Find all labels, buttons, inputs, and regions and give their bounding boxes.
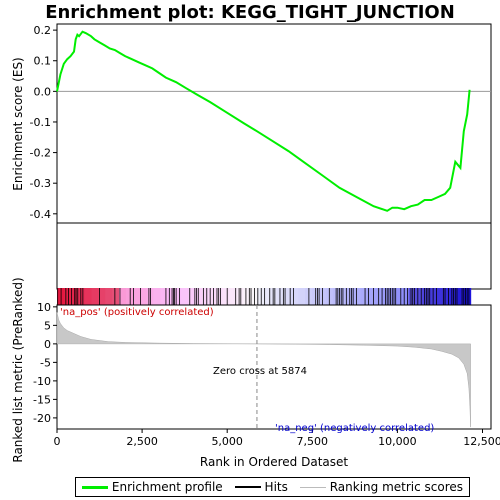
rank-color-cell bbox=[409, 288, 416, 305]
rank-color-cell bbox=[402, 288, 409, 305]
hits-panel-frame bbox=[57, 223, 491, 289]
rank-x-tick-label: 10,000 bbox=[378, 435, 417, 448]
rank-x-tick-label: 12,500 bbox=[463, 435, 500, 448]
es-y-ticks: 0.2 0.1 0.0 -0.1 -0.2 -0.3 -0.4 bbox=[30, 24, 57, 221]
legend-item-ranking-metric: Ranking metric scores bbox=[300, 480, 463, 494]
rank-color-cell bbox=[126, 288, 133, 305]
rank-x-tick-label: 5,000 bbox=[211, 435, 243, 448]
rank-color-cell bbox=[64, 288, 71, 305]
rank-color-cell bbox=[271, 288, 278, 305]
chart-title: Enrichment plot: KEGG_TIGHT_JUNCTION bbox=[45, 2, 455, 23]
legend-swatch-enrichment bbox=[82, 486, 108, 489]
legend-label-hits: Hits bbox=[265, 480, 288, 494]
annotation-zero-cross: Zero cross at 5874 bbox=[213, 366, 307, 377]
rank-color-cell bbox=[209, 288, 216, 305]
rank-x-tick-label: 7,500 bbox=[297, 435, 329, 448]
es-y-tick-label: -0.4 bbox=[30, 208, 51, 221]
metric-y-tick-label: -20 bbox=[33, 412, 51, 425]
es-y-tick-label: -0.1 bbox=[30, 116, 51, 129]
rank-color-cell bbox=[112, 288, 119, 305]
rank-color-cell bbox=[78, 288, 85, 305]
rank-color-cell bbox=[236, 288, 243, 305]
chart-legend: Enrichment profile Hits Ranking metric s… bbox=[75, 477, 470, 497]
rank-color-cell bbox=[298, 288, 305, 305]
rank-color-cell bbox=[105, 288, 112, 305]
es-y-tick-label: 0.2 bbox=[34, 24, 52, 37]
legend-label-enrichment: Enrichment profile bbox=[112, 480, 223, 494]
rank-color-cell bbox=[374, 288, 381, 305]
legend-swatch-metric bbox=[300, 487, 326, 488]
metric-y-tick-label: -10 bbox=[33, 375, 51, 388]
rank-color-cell bbox=[181, 288, 188, 305]
rank-color-cell bbox=[360, 288, 367, 305]
rank-color-cell bbox=[278, 288, 285, 305]
legend-swatch-hits bbox=[235, 486, 261, 488]
legend-item-enrichment-profile: Enrichment profile bbox=[82, 480, 223, 494]
rank-x-tick-label: 2,500 bbox=[126, 435, 158, 448]
legend-item-hits: Hits bbox=[235, 480, 288, 494]
metric-y-tick-label: 5 bbox=[44, 319, 51, 332]
rank-color-cell bbox=[415, 288, 422, 305]
rank-color-cell bbox=[284, 288, 291, 305]
metric-panel: 10 5 0 -5 -10 -15 -20 0 2,500 5,000 7,500 10,000 12… bbox=[11, 277, 500, 469]
rank-color-cell bbox=[160, 288, 167, 305]
rank-x-tick-label: 0 bbox=[54, 435, 61, 448]
es-y-tick-label: 0.0 bbox=[34, 85, 52, 98]
metric-y-label: Ranked list metric (PreRanked) bbox=[11, 277, 25, 462]
rank-color-cell bbox=[174, 288, 181, 305]
rank-color-cell bbox=[85, 288, 92, 305]
rank-color-cell bbox=[291, 288, 298, 305]
enrichment-profile-line bbox=[57, 32, 470, 211]
rank-color-cell bbox=[436, 288, 443, 305]
rank-color-cell bbox=[443, 288, 450, 305]
es-panel: 0.2 0.1 0.0 -0.1 -0.2 -0.3 -0.4 Enrichment sco… bbox=[11, 24, 491, 223]
rank-color-cell bbox=[353, 288, 360, 305]
rank-color-strip bbox=[57, 288, 471, 305]
hits-panel bbox=[57, 223, 491, 305]
annotation-na-neg: 'na_neg' (negatively correlated) bbox=[275, 423, 434, 434]
es-y-label: Enrichment score (ES) bbox=[11, 57, 25, 190]
rank-color-cell bbox=[222, 288, 229, 305]
rank-color-cell bbox=[91, 288, 98, 305]
rank-color-cell bbox=[188, 288, 195, 305]
rank-color-cell bbox=[202, 288, 209, 305]
rank-color-cell bbox=[457, 288, 464, 305]
metric-y-tick-label: 0 bbox=[44, 338, 51, 351]
metric-y-tick-label: -5 bbox=[40, 356, 51, 369]
metric-y-tick-label: 10 bbox=[37, 301, 51, 314]
rank-color-cell bbox=[140, 288, 147, 305]
legend-label-metric: Ranking metric scores bbox=[330, 480, 463, 494]
es-y-tick-label: 0.1 bbox=[34, 55, 52, 68]
rank-x-label: Rank in Ordered Dataset bbox=[200, 455, 348, 469]
annotation-na-pos: 'na_pos' (positively correlated) bbox=[60, 307, 214, 318]
rank-color-cell bbox=[154, 288, 161, 305]
es-y-tick-label: -0.2 bbox=[30, 147, 51, 160]
es-y-tick-label: -0.3 bbox=[30, 177, 51, 190]
metric-y-tick-label: -15 bbox=[33, 393, 51, 406]
metric-y-ticks: 10 5 0 -5 -10 -15 -20 bbox=[33, 301, 57, 425]
